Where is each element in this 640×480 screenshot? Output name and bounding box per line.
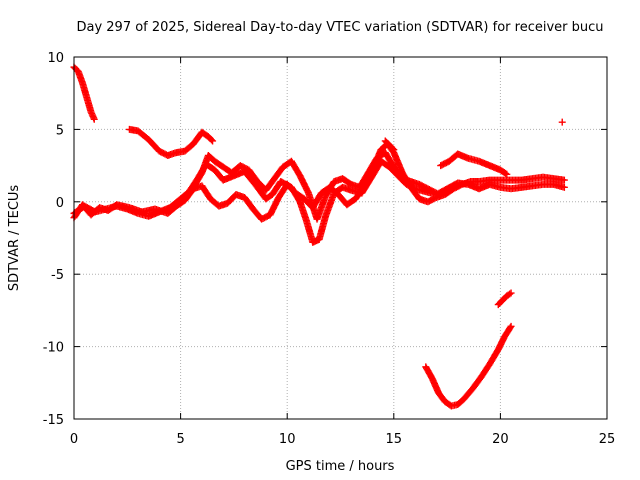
- series-sat-d: [70, 140, 568, 223]
- x-tick-label-0: 0: [70, 432, 78, 447]
- series-sat-i: [494, 289, 515, 309]
- data-point-sat-g: [503, 170, 511, 178]
- data-point-sat-b: [208, 136, 216, 144]
- data-point-sat-h: [507, 322, 515, 330]
- series-sat-b: [125, 125, 217, 159]
- y-tick-label-2: 0: [56, 196, 64, 211]
- data-point-sat-e: [431, 188, 439, 196]
- data-point-sat-f: [390, 146, 398, 154]
- data-point-sat-f: [389, 145, 397, 153]
- series-sat-g: [437, 150, 511, 178]
- y-tick-label-3: -5: [51, 268, 64, 283]
- x-tick-label-1: 5: [176, 432, 184, 447]
- data-point-sat-g: [502, 169, 510, 177]
- data-point-sat-d: [560, 176, 568, 184]
- chart-title: Day 297 of 2025, Sidereal Day-to-day VTE…: [76, 20, 603, 35]
- y-tick-label-4: -10: [43, 341, 64, 356]
- data-point-sat-b: [209, 137, 217, 145]
- data-point-sat-j: [558, 118, 566, 126]
- y-axis-label: SDTVAR / TECUs: [7, 185, 22, 292]
- x-tick-label-2: 10: [279, 432, 296, 447]
- x-axis-ticks: 0 5 10 15 20 25: [70, 57, 615, 447]
- data-points: [70, 63, 568, 410]
- x-tick-label-5: 25: [599, 432, 616, 447]
- data-point-sat-e: [432, 189, 440, 197]
- series-sat-j: [558, 118, 566, 126]
- data-point-sat-i: [507, 289, 515, 297]
- data-point-sat-a: [90, 115, 98, 123]
- series-sat-h: [422, 322, 515, 410]
- plot-frame: [73, 56, 608, 420]
- x-axis-label: GPS time / hours: [286, 459, 395, 474]
- y-tick-label-5: -15: [43, 413, 64, 428]
- x-tick-label-4: 20: [492, 432, 509, 447]
- y-tick-label-0: 10: [47, 51, 64, 66]
- series-sat-f: [381, 137, 398, 154]
- data-point-sat-i: [506, 290, 514, 298]
- data-point-sat-h: [506, 324, 514, 332]
- data-point-sat-c: [560, 183, 568, 191]
- x-tick-label-3: 15: [386, 432, 403, 447]
- series-sat-e: [189, 149, 440, 223]
- y-tick-label-1: 5: [56, 123, 64, 138]
- y-axis-ticks: 10 5 0 -5 -10 -15: [43, 51, 607, 428]
- grid-lines: [74, 57, 607, 419]
